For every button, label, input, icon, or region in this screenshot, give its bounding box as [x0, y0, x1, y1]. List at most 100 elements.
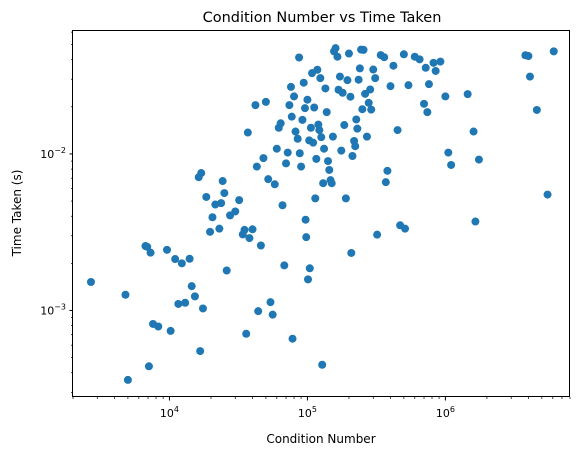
data-point	[525, 72, 534, 81]
data-point	[251, 101, 260, 110]
data-point	[319, 179, 328, 188]
chart-title: Condition Number vs Time Taken	[203, 10, 442, 26]
data-point	[181, 298, 190, 307]
data-point	[343, 76, 352, 85]
data-point	[123, 375, 132, 384]
data-point	[206, 227, 215, 236]
data-point	[245, 234, 254, 243]
data-point	[431, 66, 440, 75]
data-point	[393, 126, 402, 135]
data-point	[290, 92, 299, 101]
data-point	[423, 108, 432, 117]
data-point	[321, 84, 330, 93]
data-point	[143, 242, 152, 251]
data-point	[278, 201, 287, 210]
data-point	[404, 81, 413, 90]
data-point	[353, 124, 362, 133]
data-point	[283, 148, 292, 157]
data-point	[196, 347, 205, 356]
plot-frame	[72, 30, 570, 397]
data-point	[299, 78, 308, 87]
data-point	[187, 282, 196, 291]
data-point	[312, 154, 321, 163]
data-point	[532, 105, 541, 114]
data-point	[254, 307, 263, 316]
data-point	[441, 92, 450, 101]
data-point	[177, 259, 186, 268]
data-point	[306, 123, 315, 132]
x-tick-label: 104	[160, 405, 179, 420]
data-point	[524, 52, 533, 61]
data-point	[444, 148, 453, 157]
data-point	[543, 190, 552, 199]
data-point	[355, 64, 364, 73]
data-point	[276, 119, 285, 128]
data-point	[302, 233, 311, 242]
data-point	[287, 112, 296, 121]
data-point	[256, 241, 265, 250]
data-point	[266, 298, 275, 307]
data-point	[389, 61, 398, 70]
data-point	[341, 194, 350, 203]
data-point	[174, 299, 183, 308]
data-point	[549, 47, 558, 56]
data-point	[198, 304, 207, 313]
data-point	[358, 105, 367, 114]
data-point	[146, 248, 155, 257]
x-tick-label: 105	[298, 405, 317, 420]
data-point	[217, 199, 226, 208]
data-point	[202, 192, 211, 201]
data-point	[327, 179, 336, 188]
data-point	[304, 275, 313, 284]
data-point	[220, 189, 229, 198]
data-point	[337, 146, 346, 155]
data-point	[280, 261, 289, 270]
data-point	[293, 134, 302, 143]
data-point	[288, 334, 297, 343]
axis-ticks: 104 105 106 10−3 10−2	[40, 31, 571, 420]
data-point	[303, 95, 312, 104]
data-point	[297, 162, 306, 171]
data-point	[144, 362, 153, 371]
data-point	[316, 74, 325, 83]
data-point	[252, 162, 261, 171]
data-point	[386, 82, 395, 91]
data-point	[352, 115, 361, 124]
data-point	[305, 264, 314, 273]
data-point	[300, 104, 309, 113]
data-point	[383, 166, 392, 175]
data-point	[163, 245, 171, 254]
data-point	[325, 165, 334, 174]
data-point	[421, 63, 430, 72]
data-point	[282, 159, 291, 168]
x-axis-label: Condition Number	[266, 432, 375, 446]
data-point	[366, 85, 375, 94]
data-point	[222, 266, 231, 275]
data-point	[346, 92, 355, 101]
data-point	[285, 101, 294, 110]
data-point	[190, 292, 199, 301]
data-point	[324, 157, 333, 166]
data-point	[185, 254, 194, 263]
y-tick-label: 10−3	[40, 302, 66, 317]
data-point	[166, 326, 175, 335]
data-point	[447, 160, 456, 169]
data-point	[218, 177, 227, 186]
data-point	[354, 75, 363, 84]
data-point	[171, 255, 180, 264]
data-point	[154, 322, 163, 331]
data-point	[469, 127, 478, 136]
data-point	[333, 52, 342, 61]
data-point	[235, 196, 244, 205]
data-point	[362, 132, 371, 141]
data-point	[259, 154, 268, 163]
data-point	[295, 53, 304, 62]
data-point	[295, 149, 304, 158]
data-point	[335, 72, 344, 81]
data-point	[291, 127, 300, 136]
data-point	[197, 169, 206, 178]
data-point	[313, 65, 322, 74]
data-point	[348, 152, 357, 160]
data-point	[215, 224, 224, 233]
